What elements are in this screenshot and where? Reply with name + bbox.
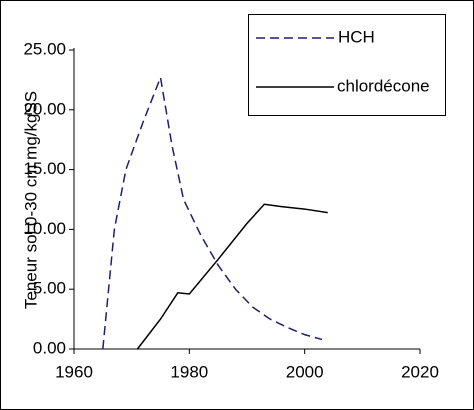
line-series — [136, 203, 328, 350]
y-tick-label: 25.00 — [23, 39, 66, 58]
y-tick-label: 20.00 — [23, 99, 66, 118]
y-tick-label: 5.00 — [33, 279, 66, 298]
legend-box — [248, 14, 446, 116]
x-tick-label: 2020 — [401, 362, 439, 381]
x-tick-label: 1960 — [55, 362, 93, 381]
y-tick-label: 10.00 — [23, 219, 66, 238]
x-tick-label: 1980 — [170, 362, 208, 381]
legend-label: HCH — [338, 27, 375, 46]
y-tick-label: 0.00 — [33, 338, 66, 357]
x-tick-label: 2000 — [286, 362, 324, 381]
line-series — [102, 74, 323, 350]
y-axis-label: Teneur sol 0-30 cm mg/kgSS — [21, 91, 40, 309]
legend-label: chlordécone — [337, 76, 430, 95]
y-tick-label: 15.00 — [23, 159, 66, 178]
